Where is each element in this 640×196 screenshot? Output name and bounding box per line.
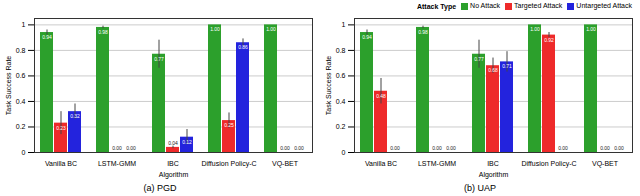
svg-text:Task Success Rate: Task Success Rate: [325, 56, 332, 116]
svg-text:Vanilla BC: Vanilla BC: [45, 160, 77, 167]
html-text:No Attack: No Attack: [470, 2, 501, 10]
svg-text:0.6: 0.6: [336, 72, 346, 79]
svg-text:0: 0: [342, 149, 346, 156]
svg-text:LSTM-GMM: LSTM-GMM: [98, 160, 136, 167]
html-text:Attack Type: Attack Type: [416, 2, 457, 10]
svg-text:0.98: 0.98: [418, 29, 428, 35]
svg-text:0.86: 0.86: [238, 44, 248, 50]
svg-text:0.6: 0.6: [16, 72, 26, 79]
svg-text:0.2: 0.2: [16, 123, 26, 130]
svg-text:Diffusion Policy-C: Diffusion Policy-C: [521, 160, 576, 168]
svg-text:0: 0: [22, 149, 26, 156]
svg-text:VQ-BET: VQ-BET: [272, 160, 299, 168]
svg-text:0.94: 0.94: [362, 34, 372, 40]
svg-text:Vanilla BC: Vanilla BC: [365, 160, 397, 167]
svg-text:Task Success Rate: Task Success Rate: [5, 56, 12, 116]
svg-text:1.00: 1.00: [586, 26, 596, 32]
svg-text:0.8: 0.8: [16, 47, 26, 54]
svg-text:0.71: 0.71: [502, 63, 512, 69]
svg-text:0.00: 0.00: [614, 145, 624, 151]
svg-text:Algorithm: Algorithm: [479, 171, 509, 179]
svg-text:1.00: 1.00: [530, 26, 540, 32]
svg-text:Diffusion Policy-C: Diffusion Policy-C: [201, 160, 256, 168]
svg-text:0.2: 0.2: [336, 123, 346, 130]
svg-text:0.92: 0.92: [544, 37, 554, 43]
svg-text:0.00: 0.00: [390, 145, 400, 151]
svg-text:0.00: 0.00: [432, 145, 442, 151]
svg-text:0.04: 0.04: [168, 140, 178, 146]
svg-text:LSTM-GMM: LSTM-GMM: [418, 160, 456, 167]
svg-text:0.00: 0.00: [294, 145, 304, 151]
svg-text:0.32: 0.32: [70, 113, 80, 119]
svg-text:VQ-BET: VQ-BET: [592, 160, 619, 168]
svg-text:0.77: 0.77: [154, 56, 164, 62]
svg-text:1.00: 1.00: [266, 26, 276, 32]
svg-text:0.12: 0.12: [182, 139, 192, 145]
svg-text:0.98: 0.98: [98, 29, 108, 35]
svg-text:0.48: 0.48: [376, 93, 386, 99]
svg-text:0.00: 0.00: [558, 145, 568, 151]
html-text:(b) UAP: (b) UAP: [464, 183, 496, 193]
svg-text:0.4: 0.4: [16, 98, 26, 105]
svg-text:0.00: 0.00: [112, 145, 122, 151]
svg-text:0.4: 0.4: [336, 98, 346, 105]
svg-text:0.94: 0.94: [42, 34, 52, 40]
svg-text:0.00: 0.00: [280, 145, 290, 151]
html-text:Targeted Attack: Targeted Attack: [514, 2, 563, 10]
svg-text:0.25: 0.25: [224, 122, 234, 128]
html-text:(a) PGD: (a) PGD: [143, 183, 177, 193]
svg-text:1: 1: [342, 21, 346, 28]
svg-text:0.00: 0.00: [126, 145, 136, 151]
svg-text:1.00: 1.00: [210, 26, 220, 32]
svg-text:0.68: 0.68: [488, 67, 498, 73]
svg-text:0.8: 0.8: [336, 47, 346, 54]
html-text:Untargeted Attack: Untargeted Attack: [576, 2, 632, 10]
svg-text:0.23: 0.23: [56, 125, 66, 131]
svg-text:IBC: IBC: [167, 160, 179, 167]
svg-text:0.00: 0.00: [446, 145, 456, 151]
svg-text:0.77: 0.77: [474, 56, 484, 62]
svg-text:Algorithm: Algorithm: [159, 171, 189, 179]
svg-text:0.00: 0.00: [600, 145, 610, 151]
svg-text:1: 1: [22, 21, 26, 28]
svg-text:IBC: IBC: [487, 160, 499, 167]
